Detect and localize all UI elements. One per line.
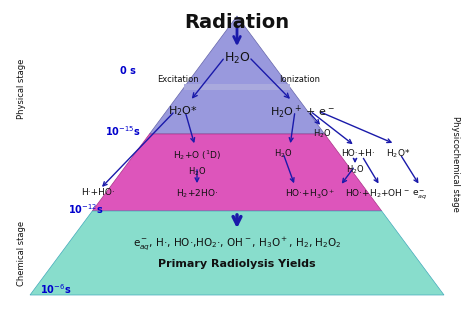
Text: Radiation: Radiation <box>184 13 290 32</box>
Text: HO·+H$_3$O$^+$: HO·+H$_3$O$^+$ <box>285 188 335 201</box>
Text: H$_2$O$^+$ + e$^-$: H$_2$O$^+$ + e$^-$ <box>270 104 335 121</box>
Text: Excitation: Excitation <box>157 75 199 84</box>
Text: 10$^{-15}$s: 10$^{-15}$s <box>105 124 141 138</box>
Text: H$_2$+2HO·: H$_2$+2HO· <box>176 188 218 201</box>
Text: H$_2$O: H$_2$O <box>274 147 292 160</box>
Text: e$^-_{aq}$, H·, HO·,HO$_2$·, OH$^-$, H$_3$O$^+$, H$_2$, H$_2$O$_2$: e$^-_{aq}$, H·, HO·,HO$_2$·, OH$^-$, H$_… <box>133 235 341 252</box>
Polygon shape <box>30 211 444 295</box>
Text: Chemical stage: Chemical stage <box>18 220 27 286</box>
Text: H$_2$O*: H$_2$O* <box>386 147 410 160</box>
Text: H$_2$+O ($^1$D): H$_2$+O ($^1$D) <box>173 148 221 162</box>
Text: Physical stage: Physical stage <box>18 59 27 119</box>
Polygon shape <box>184 84 290 90</box>
Text: HO·+H$_2$+OH$^-$: HO·+H$_2$+OH$^-$ <box>345 188 410 201</box>
Text: Primary Radiolysis Yields: Primary Radiolysis Yields <box>158 259 316 269</box>
Text: H$_2$O: H$_2$O <box>313 127 331 139</box>
Text: HO·+H·: HO·+H· <box>341 149 375 158</box>
Text: H$_2$O: H$_2$O <box>224 51 250 66</box>
Text: H$_2$O: H$_2$O <box>346 164 364 176</box>
Text: H$_2$O: H$_2$O <box>188 165 206 177</box>
Text: H·+HO·: H·+HO· <box>81 188 115 197</box>
Text: H$_2$O*: H$_2$O* <box>168 104 198 118</box>
Polygon shape <box>149 16 325 134</box>
Text: 10$^{-6}$s: 10$^{-6}$s <box>40 282 72 296</box>
Polygon shape <box>92 134 382 211</box>
Text: Ionization: Ionization <box>280 75 320 84</box>
Text: 0 s: 0 s <box>120 66 136 76</box>
Text: Physicochemical stage: Physicochemical stage <box>452 116 461 212</box>
Text: e$^-_{aq}$: e$^-_{aq}$ <box>412 188 428 201</box>
Text: 10$^{-12}$s: 10$^{-12}$s <box>68 202 104 216</box>
